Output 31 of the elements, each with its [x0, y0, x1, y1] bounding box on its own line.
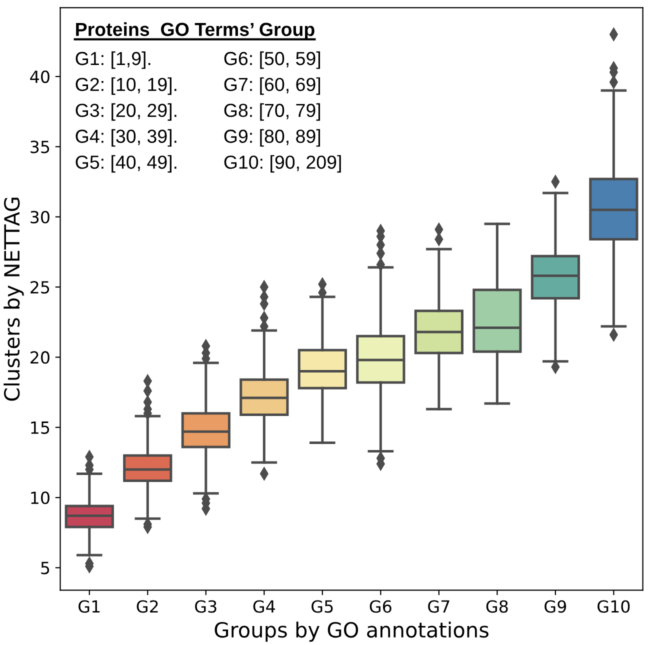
annotation: Proteins GO Terms’ Group: [76, 22, 314, 40]
x-tick-label: G3: [195, 600, 216, 613]
annotation: G3: [20, 29].: [76, 103, 176, 121]
annotation: G2: [10, 19].: [76, 77, 176, 95]
x-tick-label: G2: [136, 600, 158, 613]
y-tick-label: 5: [41, 562, 50, 574]
x-tick-label: G1: [78, 600, 100, 613]
annotation: G6: [50, 59]: [224, 51, 320, 69]
x-tick-label: G6: [370, 600, 392, 613]
y-tick-label: 10: [31, 492, 50, 504]
annotation: G9: [80, 89]: [224, 129, 320, 147]
y-axis-title: Clusters by NETTAG: [4, 198, 24, 401]
x-tick-label: G8: [486, 600, 508, 613]
y-tick-label: 20: [30, 351, 50, 364]
y-tick-label: 15: [31, 422, 50, 434]
annotation: G7: [60, 69]: [224, 77, 320, 95]
x-tick-label: G9: [544, 600, 566, 613]
x-tick-label: G7: [428, 600, 450, 613]
x-tick-label: G4: [253, 600, 275, 613]
annotation: G1: [1,9].: [76, 51, 150, 69]
y-tick-label: 25: [30, 280, 50, 294]
annotation: G10: [90, 209]: [224, 155, 341, 173]
x-axis-title: Groups by GO annotations: [214, 622, 488, 642]
x-tick-label: G10: [598, 600, 630, 613]
x-tick-label: G5: [312, 600, 333, 613]
y-tick-label: 40: [30, 70, 50, 84]
y-tick-label: 35: [30, 140, 50, 154]
annotation: G4: [30, 39].: [76, 129, 176, 147]
y-tick-label: 30: [30, 210, 50, 224]
annotation: G5: [40, 49].: [76, 155, 176, 173]
annotation: G8: [70, 79]: [224, 103, 320, 121]
